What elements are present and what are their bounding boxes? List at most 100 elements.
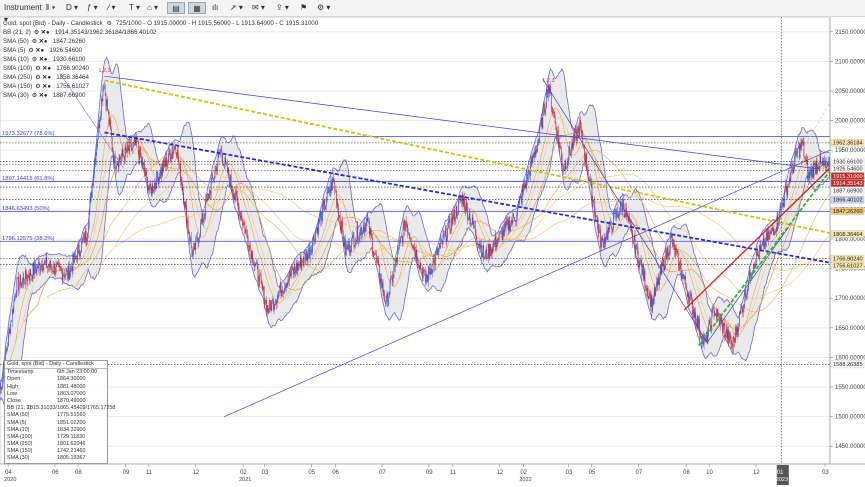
candle-body (273, 299, 274, 310)
close-icon[interactable]: ✕ (42, 66, 48, 72)
candle-body (640, 259, 641, 261)
eye-icon[interactable]: ● (45, 30, 50, 36)
candle-body (435, 253, 436, 265)
legend-row-tools[interactable]: ⚙ ✕● (32, 56, 50, 65)
candle-body (2, 373, 4, 382)
legend-row: SMA (50) ⚙ ✕● 1847.26260 (3, 37, 318, 46)
legend-row-tools[interactable]: ⚙ ✕● (35, 83, 53, 92)
legend-row: SMA (250) ⚙ ✕● 1858.36464 (3, 73, 318, 82)
legend-row-tools[interactable]: ⚙ ✕● (32, 92, 50, 101)
candle-body (562, 164, 564, 169)
text-tool-button[interactable]: T ▾ (129, 3, 140, 12)
volume-button[interactable]: ılı (212, 3, 219, 12)
candle-body (540, 125, 541, 127)
legend-row-tools[interactable]: ⚙ ✕● (35, 65, 53, 74)
candle-body (136, 136, 137, 143)
candle-body (228, 168, 230, 178)
yellow-resistance-trendline (104, 79, 831, 234)
legend-row-tools[interactable]: ⚙ ✕● (32, 38, 50, 47)
legend-row-values: 1887.66900 (52, 92, 86, 99)
eye-icon[interactable]: ● (43, 39, 48, 45)
price-chart[interactable]: 1973.32677 (78.6%) 1897.14415 (61.8%) 1846… (0, 17, 865, 487)
candle-body (769, 232, 770, 240)
eye-icon[interactable]: ● (47, 66, 51, 72)
legend-row-tools[interactable]: ⚙ ✕● (34, 29, 52, 38)
candle-body (393, 267, 395, 277)
close-icon[interactable]: ✕ (40, 30, 46, 36)
legend-row-tools[interactable]: ⚙ ✕● (35, 74, 53, 83)
eye-icon[interactable]: ● (43, 93, 48, 99)
candle-body (757, 254, 759, 256)
candle-body (490, 244, 491, 256)
candle-body (762, 238, 764, 242)
candle-body (134, 139, 136, 145)
candle-body (475, 234, 477, 238)
image-tool-button[interactable]: ⌂ ▾ (147, 3, 159, 12)
candle-body (9, 329, 11, 335)
layout-button[interactable]: ▤ (167, 2, 185, 14)
settings-icon[interactable]: ⚙ (31, 39, 38, 45)
close-icon[interactable]: ✕ (42, 75, 48, 81)
candle-body (7, 345, 8, 349)
close-icon[interactable]: ✕ (38, 57, 44, 63)
candle-body (108, 111, 110, 124)
data-window-label: Timestamp (7, 369, 34, 376)
grid-button[interactable]: ▦ (188, 2, 206, 14)
candle-body (70, 266, 71, 272)
candle-body (162, 165, 164, 172)
eye-icon[interactable]: ● (40, 48, 45, 54)
close-icon[interactable]: ✕ (42, 84, 48, 90)
close-icon[interactable]: ✕ (38, 39, 44, 45)
eye-icon[interactable]: ● (47, 84, 51, 90)
candle-body (256, 261, 258, 266)
candle-body (648, 296, 650, 299)
candle-body (785, 185, 787, 188)
legend-row-tools[interactable]: ⚙ ✕● (28, 47, 46, 56)
close-icon[interactable]: ✕ (38, 93, 44, 99)
candle-body (806, 160, 808, 162)
cursor-tool-button[interactable]: ➚ ▾ (230, 3, 243, 12)
chart-type-button[interactable]: ⫴ ▾ (46, 3, 56, 12)
x-tick-label: 01 (777, 470, 784, 476)
candle-body (535, 149, 537, 156)
candlesticks (0, 81, 830, 395)
candle-body (767, 230, 769, 241)
drawing-tools-button[interactable]: ⁄ ▾ (108, 3, 116, 12)
eye-icon[interactable]: ● (47, 75, 51, 81)
candle-body (77, 248, 78, 261)
export-button[interactable]: ⇪ ▾ (276, 3, 289, 12)
settings-icon[interactable]: ⚙ (35, 75, 41, 81)
instrument-dropdown[interactable]: Instrument ▾ (4, 3, 42, 24)
candle-body (293, 269, 294, 274)
candle-body (476, 237, 478, 243)
candle-body (484, 257, 485, 259)
legend-row: SMA (100) ⚙ ✕● 1766.90240 (3, 64, 318, 73)
candle-body (801, 140, 802, 149)
candle-body (436, 248, 438, 253)
candle-body (612, 229, 614, 232)
settings-icon[interactable]: ⚙ (35, 84, 41, 90)
candle-body (94, 163, 95, 175)
candle-body (404, 219, 405, 231)
candle-body (111, 136, 113, 149)
candle-body (159, 176, 161, 179)
legend-gear-icon[interactable]: ⚙ (106, 20, 113, 27)
settings-icon[interactable]: ⚙ (31, 93, 38, 99)
candle-body (220, 149, 222, 151)
candle-body (332, 177, 334, 179)
settings-icon[interactable]: ⚙ (28, 48, 34, 54)
close-icon[interactable]: ✕ (35, 48, 41, 54)
candle-body (474, 225, 476, 235)
timeframe-dropdown[interactable]: D ▾ (66, 3, 79, 12)
eye-icon[interactable]: ● (43, 57, 48, 63)
candle-body (249, 245, 250, 251)
settings-icon[interactable]: ⚙ (33, 30, 40, 36)
settings-icon[interactable]: ⚙ (31, 57, 38, 63)
trade-button[interactable]: ✉ ▾ (252, 3, 265, 12)
alerts-button[interactable]: ⚑ (300, 3, 308, 12)
indicators-button[interactable]: ƒ ▾ (87, 3, 98, 12)
candle-body (209, 190, 210, 199)
settings-icon[interactable]: ⚙ (35, 66, 41, 72)
candle-body (762, 241, 763, 246)
settings-button[interactable]: ⚙ ▾ (317, 3, 331, 12)
